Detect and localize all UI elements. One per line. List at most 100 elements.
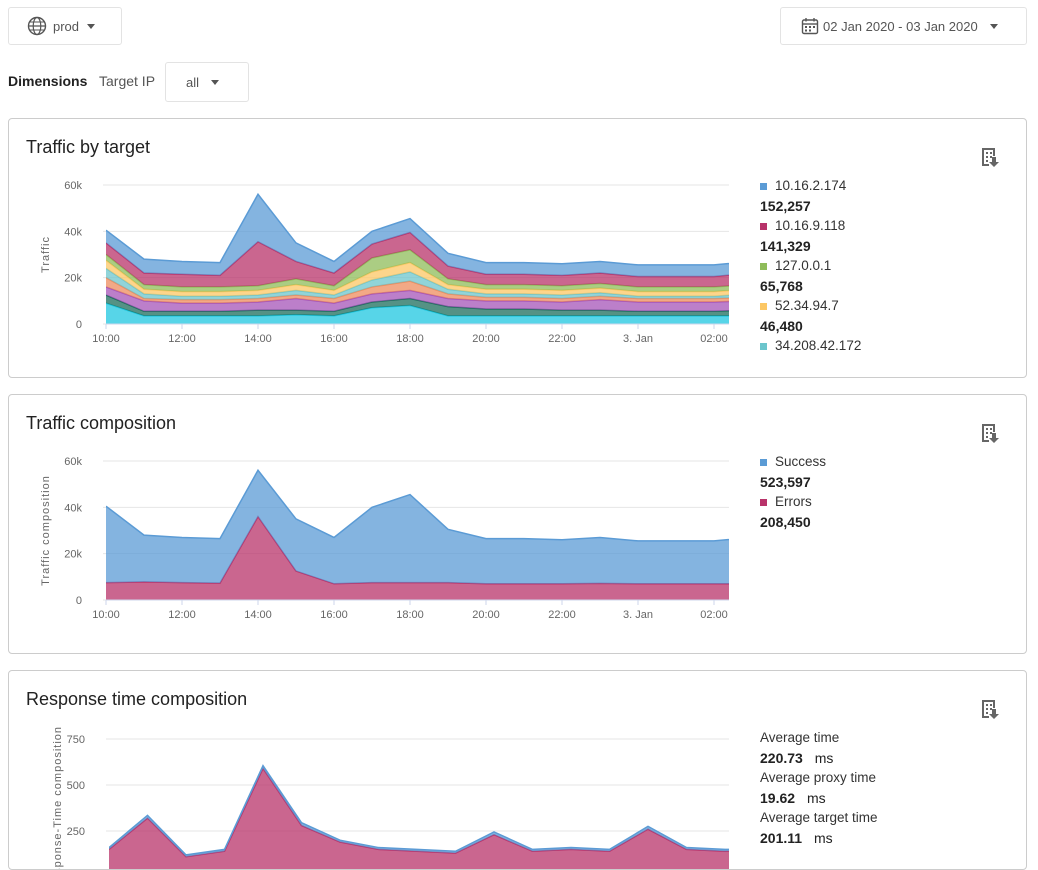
legend-label: 10.16.9.118 xyxy=(775,218,846,233)
stat-average-proxy-time: Average proxy time 19.62 ms xyxy=(760,770,877,806)
download-report-icon[interactable] xyxy=(980,422,1000,444)
x-tick-label: 14:00 xyxy=(244,609,272,621)
y-axis-label: Traffic xyxy=(40,236,52,273)
x-tick-label: 3. Jan xyxy=(623,333,653,345)
legend-item[interactable]: 127.0.0.1 65,768 xyxy=(760,256,861,296)
traffic-by-target-card: Traffic by target 0 20k 40k 60k Traffic 10:00… xyxy=(8,118,1027,378)
legend-swatch xyxy=(760,498,767,506)
response-time-card: Response time composition 250 500 750 Respo… xyxy=(8,670,1027,870)
x-tick-label: 14:00 xyxy=(244,333,272,345)
dimensions-label: Dimensions xyxy=(8,73,88,89)
x-tick-label: 20:00 xyxy=(472,609,500,621)
date-range-value: 02 Jan 2020 - 03 Jan 2020 xyxy=(823,18,978,34)
x-tick-label: 20:00 xyxy=(472,333,500,345)
y-axis-label: Traffic composition xyxy=(40,475,52,586)
response-time-stats: Average time 220.73 ms Average proxy time… xyxy=(760,728,878,848)
stat-average-target-time: Average target time 201.11 ms xyxy=(760,810,878,846)
legend-value: 65,768 xyxy=(760,278,803,294)
series-area xyxy=(106,277,729,304)
target-ip-value: all xyxy=(186,74,200,90)
legend-value: 46,480 xyxy=(760,318,803,334)
legend-swatch xyxy=(760,342,767,350)
series-line xyxy=(106,468,729,542)
chevron-down-icon xyxy=(87,23,96,29)
x-tick-label: 12:00 xyxy=(168,609,196,621)
y-tick-label: 40k xyxy=(64,226,82,238)
legend-item[interactable]: 34.208.42.172 xyxy=(760,336,861,356)
stat-average-time: Average time 220.73 ms xyxy=(760,730,840,766)
y-axis-label: Response-Time composition xyxy=(52,726,64,870)
legend-swatch xyxy=(760,182,767,190)
legend-swatch xyxy=(760,222,767,230)
traffic-by-target-chart: 0 20k 40k 60k Traffic 10:00 12:00 14:00 16:00 18:… xyxy=(40,180,729,345)
card-title: Response time composition xyxy=(26,689,248,709)
legend-label: 34.208.42.172 xyxy=(775,338,862,353)
legend-label: 52.34.94.7 xyxy=(775,298,839,313)
traffic-composition-chart: 0 20k 40k 60k Traffic composition 10:00 12:00 1… xyxy=(40,456,729,621)
legend-item[interactable]: 10.16.2.174 152,257 xyxy=(760,176,861,216)
legend-label: 10.16.2.174 xyxy=(775,178,847,193)
legend-value: 523,597 xyxy=(760,474,811,490)
y-tick-label: 60k xyxy=(64,180,82,192)
series-area xyxy=(106,232,729,287)
legend-value: 208,450 xyxy=(760,514,811,530)
legend-value: 141,329 xyxy=(760,238,811,254)
y-tick-label: 60k xyxy=(64,456,82,468)
legend-label: 127.0.0.1 xyxy=(775,258,832,273)
y-tick-label: 250 xyxy=(67,826,85,838)
legend-item[interactable]: 52.34.94.7 46,480 xyxy=(760,296,861,336)
series-area xyxy=(106,286,729,312)
chevron-down-icon xyxy=(989,23,998,29)
series-line xyxy=(106,192,729,266)
x-tick-label: 10:00 xyxy=(92,333,120,345)
x-tick-label: 10:00 xyxy=(92,609,120,621)
environment-value: prod xyxy=(53,18,80,34)
download-report-icon[interactable] xyxy=(980,146,1000,168)
legend-swatch xyxy=(760,302,767,310)
target-ip-label: Target IP xyxy=(99,73,156,89)
legend-swatch xyxy=(760,262,767,270)
y-tick-label: 20k xyxy=(64,273,82,285)
chart-legend: Success 523,597 Errors 208,450 xyxy=(760,452,826,532)
y-tick-label: 20k xyxy=(64,549,82,561)
calendar-icon xyxy=(801,18,819,35)
x-tick-label: 02:00 xyxy=(700,609,728,621)
x-tick-label: 22:00 xyxy=(548,609,576,621)
plot-area xyxy=(106,192,729,324)
card-title: Traffic by target xyxy=(26,137,151,157)
series-area xyxy=(106,194,729,277)
x-tick-label: 18:00 xyxy=(396,333,424,345)
x-tick-label: 22:00 xyxy=(548,333,576,345)
x-tick-label: 12:00 xyxy=(168,333,196,345)
x-tick-label: 16:00 xyxy=(320,333,348,345)
download-report-icon[interactable] xyxy=(980,698,1000,720)
plot-area xyxy=(109,764,729,869)
legend-item[interactable]: Errors 208,450 xyxy=(760,492,826,532)
legend-swatch xyxy=(760,458,767,466)
y-tick-label: 0 xyxy=(76,319,82,331)
legend-label: Errors xyxy=(775,494,812,509)
plot-area xyxy=(106,468,729,600)
target-ip-select[interactable]: all xyxy=(165,62,249,102)
y-tick-label: 0 xyxy=(76,595,82,607)
card-title: Traffic composition xyxy=(26,413,177,433)
series-area xyxy=(106,470,729,584)
y-tick-label: 750 xyxy=(67,734,85,746)
legend-label: Success xyxy=(775,454,827,469)
legend-item[interactable]: 10.16.9.118 141,329 xyxy=(760,216,861,256)
y-tick-label: 40k xyxy=(64,502,82,514)
date-range-picker[interactable]: 02 Jan 2020 - 03 Jan 2020 xyxy=(780,7,1027,45)
series-area xyxy=(106,303,729,324)
legend-value: 152,257 xyxy=(760,198,811,214)
series-line xyxy=(106,302,729,317)
series-area xyxy=(106,516,729,600)
x-tick-label: 02:00 xyxy=(700,333,728,345)
chart-legend: 10.16.2.174 152,257 10.16.9.118 141,329 127.… xyxy=(760,176,861,356)
environment-select[interactable]: prod xyxy=(8,7,122,45)
x-tick-label: 16:00 xyxy=(320,609,348,621)
x-tick-label: 3. Jan xyxy=(623,609,653,621)
globe-icon xyxy=(27,16,47,36)
legend-item[interactable]: Success 523,597 xyxy=(760,452,826,492)
x-tick-label: 18:00 xyxy=(396,609,424,621)
